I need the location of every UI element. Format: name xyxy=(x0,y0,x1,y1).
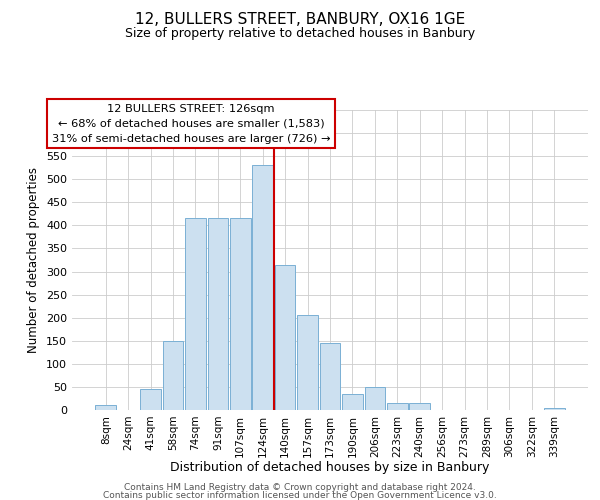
Bar xyxy=(275,264,295,410)
Bar xyxy=(163,341,184,410)
Bar xyxy=(320,343,340,410)
Text: Size of property relative to detached houses in Banbury: Size of property relative to detached ho… xyxy=(125,28,475,40)
Bar xyxy=(140,389,161,410)
Bar xyxy=(409,403,430,410)
Y-axis label: Number of detached properties: Number of detached properties xyxy=(28,167,40,353)
Text: 12 BULLERS STREET: 126sqm
← 68% of detached houses are smaller (1,583)
31% of se: 12 BULLERS STREET: 126sqm ← 68% of detac… xyxy=(52,104,330,144)
Bar xyxy=(230,218,251,410)
Bar xyxy=(208,218,228,410)
Text: Contains public sector information licensed under the Open Government Licence v3: Contains public sector information licen… xyxy=(103,492,497,500)
Bar xyxy=(95,406,116,410)
Bar xyxy=(185,218,206,410)
Text: Contains HM Land Registry data © Crown copyright and database right 2024.: Contains HM Land Registry data © Crown c… xyxy=(124,483,476,492)
Bar xyxy=(253,166,273,410)
Bar xyxy=(544,408,565,410)
Bar xyxy=(387,403,407,410)
Text: 12, BULLERS STREET, BANBURY, OX16 1GE: 12, BULLERS STREET, BANBURY, OX16 1GE xyxy=(135,12,465,28)
Text: Distribution of detached houses by size in Banbury: Distribution of detached houses by size … xyxy=(170,461,490,474)
Bar xyxy=(342,394,363,410)
Bar xyxy=(365,387,385,410)
Bar xyxy=(297,316,318,410)
